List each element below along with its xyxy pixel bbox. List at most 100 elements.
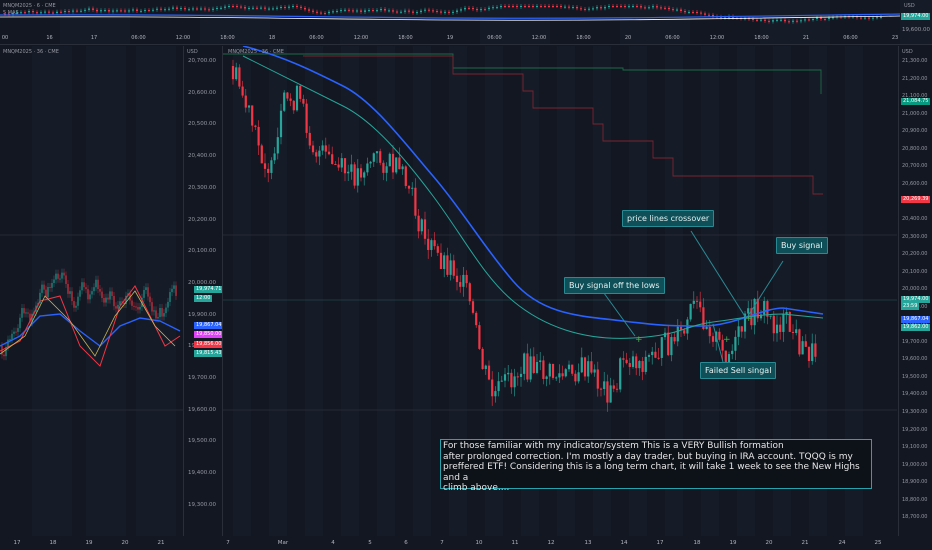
left-candle [69,291,71,294]
top-candle [248,7,250,9]
main-candle [388,153,391,167]
top-candle [44,11,46,13]
top-x-tick: 12:00 [175,35,191,41]
top-x-tick: 06:00 [487,35,502,41]
main-candle [606,381,609,403]
main-candle [286,92,289,99]
main-candle [315,152,318,157]
top-candle [224,6,226,8]
top-candle [92,8,94,10]
top-candle [616,6,618,7]
main-candle [657,357,660,359]
main-candle [267,168,270,173]
left-candle [101,291,103,298]
top-candle [800,20,802,22]
top-x-tick: 18:00 [398,35,413,41]
main-candle [625,359,628,364]
top-candle [612,6,614,7]
top-candle [752,18,754,20]
top-candle [876,17,878,19]
top-candle [424,9,426,11]
top-currency-label: USD [904,3,915,9]
main-candle [414,187,417,216]
main-candle [343,158,347,174]
top-candle [400,11,402,13]
main-session-band [233,46,251,536]
main-candle [459,282,462,287]
main-candle [759,314,763,319]
top-candle [480,9,482,11]
main-candle [590,361,593,373]
mid-axis-badge: 19,974.71 [194,286,222,293]
top-candle [472,8,474,10]
main-candle [529,356,532,380]
mid-price-axis[interactable]: USD 20,700.00 20,600.00 20,500.00 20,400.00… [184,46,223,536]
left-candle [63,272,65,276]
top-candle [96,9,98,12]
main-candle [327,151,331,155]
signal-marker: + [635,335,643,345]
top-session-band [200,0,270,44]
top-candle [124,10,126,12]
top-candle [584,8,586,10]
top-candle [764,19,766,21]
top-candle [340,10,342,12]
top-candle [880,16,882,18]
main-ma-blue [242,46,824,327]
top-candle [504,6,506,7]
main-candle [513,376,516,388]
main-candle [702,307,705,330]
main-candle [465,274,468,284]
main-candle [641,361,644,372]
main-candle [795,329,798,334]
left-candle [121,301,123,303]
top-candle [80,10,82,12]
top-candle [20,12,22,14]
top-candle [320,12,322,14]
pointer-failed-sell [712,323,724,363]
left-candle [103,297,105,303]
top-candle [120,10,122,12]
left-candle [53,279,55,283]
main-chart-canvas: + + + [223,46,897,536]
top-candle [348,9,350,11]
top-candle [644,7,646,9]
top-candle [468,7,470,9]
top-candle [72,10,74,12]
main-candle [475,312,478,326]
top-candle [156,8,158,10]
left-candle [67,283,69,294]
top-candle [324,13,326,15]
right-axis-badge: 19,867.04 [901,316,931,323]
left-candle [73,301,75,308]
top-candle [132,9,134,11]
main-candle [615,388,619,390]
top-candle [868,17,870,19]
top-session-band [900,0,932,44]
left-candle [11,333,13,340]
main-candle [433,240,436,247]
top-candle [384,8,386,11]
left-x-tick: 19 [85,540,93,546]
top-candle [484,9,486,11]
main-candle [654,351,657,358]
top-candle [148,10,150,12]
left-chart-pane[interactable]: MNQM2025 · 36 · CME [0,46,184,536]
right-price-axis[interactable]: USD 21,300.00 21,200.00 21,100.00 21,000.00… [898,46,932,536]
top-candle [672,9,674,11]
left-candle [43,284,45,290]
main-session-band [773,46,791,536]
top-candle [388,10,390,12]
top-candle [356,10,358,12]
top-candle [364,10,366,12]
top-candle [712,14,714,17]
main-session-band [377,46,395,536]
right-axis-tick: 18,700.00 [902,514,928,521]
top-candle [292,6,294,8]
top-chart-pane[interactable]: MNQM2025 · 6 · CME 5 MAS USD 19,974.00 1… [0,0,932,45]
mid-axis-tick: 20,700.00 [188,58,216,64]
main-candle [814,343,817,357]
main-candle [564,369,567,377]
main-candle [779,324,782,332]
left-candle [65,275,67,284]
